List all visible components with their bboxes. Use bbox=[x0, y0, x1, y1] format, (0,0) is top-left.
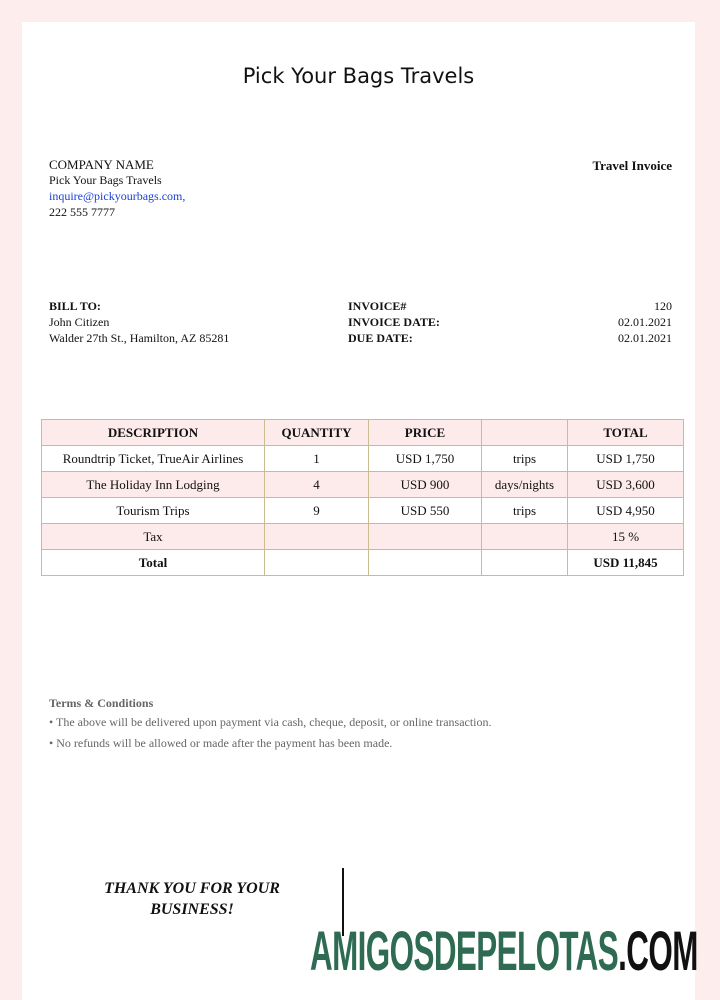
item-row: Tourism Trips 9 USD 550 trips USD 4,950 bbox=[41, 497, 684, 524]
cell: Tourism Trips bbox=[41, 497, 265, 524]
cell: days/nights bbox=[481, 471, 568, 498]
header-cell: DESCRIPTION bbox=[41, 419, 265, 446]
title: Pick Your Bags Travels bbox=[242, 64, 475, 88]
item-row: Tax 15 % bbox=[41, 523, 684, 550]
cell bbox=[264, 523, 369, 550]
divider bbox=[342, 868, 344, 936]
terms-title: Terms & Conditions bbox=[49, 696, 154, 710]
cell: USD 1,750 bbox=[567, 445, 684, 472]
watermark-name: AMIGOSDEPELOTAS bbox=[310, 919, 619, 982]
company-phone: 222 555 7777 bbox=[49, 205, 115, 219]
items-table: DESCRIPTION QUANTITY PRICE TOTAL Roundtrip T… bbox=[41, 419, 684, 576]
field-value: 120 bbox=[654, 299, 672, 313]
cell: Total bbox=[41, 549, 265, 576]
cell: trips bbox=[481, 445, 568, 472]
cell bbox=[264, 549, 369, 576]
cell: USD 550 bbox=[368, 497, 482, 524]
field-label: INVOICE# bbox=[348, 299, 407, 313]
doc-type: Travel Invoice bbox=[592, 158, 672, 173]
company-name: Pick Your Bags Travels bbox=[49, 173, 162, 187]
item-row: Total USD 11,845 bbox=[41, 549, 684, 576]
terms-item: • No refunds will be allowed or made aft… bbox=[49, 736, 393, 750]
field-label: DUE DATE: bbox=[348, 331, 413, 345]
field-label: INVOICE DATE: bbox=[348, 315, 440, 329]
thank-you: THANK YOU FOR YOUR BUSINESS! bbox=[104, 880, 280, 918]
cell: USD 900 bbox=[368, 471, 482, 498]
cell bbox=[481, 549, 568, 576]
watermark: AMIGOSDEPELOTAS.COM bbox=[310, 918, 698, 983]
cell: 1 bbox=[264, 445, 369, 472]
watermark-tld: .COM bbox=[618, 919, 698, 982]
item-row: The Holiday Inn Lodging 4 USD 900 days/nigh… bbox=[41, 471, 684, 498]
company-email: inquire@pickyourbags.com, bbox=[49, 189, 186, 203]
cell bbox=[368, 549, 482, 576]
cell: USD 3,600 bbox=[567, 471, 684, 498]
cell: Roundtrip Ticket, TrueAir Airlines bbox=[41, 445, 265, 472]
cell: USD 1,750 bbox=[368, 445, 482, 472]
company-label: COMPANY NAME bbox=[49, 157, 154, 172]
terms-item: • The above will be delivered upon payme… bbox=[49, 715, 492, 729]
header-cell: PRICE bbox=[368, 419, 482, 446]
invoice-page: Pick Your Bags Travels COMPANY NAME Pick… bbox=[22, 22, 698, 1000]
bill-to-name: John Citizen bbox=[49, 315, 110, 329]
cell bbox=[481, 523, 568, 550]
cell: USD 4,950 bbox=[567, 497, 684, 524]
cell: 4 bbox=[264, 471, 369, 498]
field-value: 02.01.2021 bbox=[618, 331, 672, 345]
cell: trips bbox=[481, 497, 568, 524]
header-cell: QUANTITY bbox=[264, 419, 369, 446]
cell bbox=[368, 523, 482, 550]
cell: USD 11,845 bbox=[567, 549, 684, 576]
cell: 15 % bbox=[567, 523, 684, 550]
cell: Tax bbox=[41, 523, 265, 550]
bill-to-address: Walder 27th St., Hamilton, AZ 85281 bbox=[49, 331, 230, 345]
bill-to-label: BILL TO: bbox=[49, 299, 101, 313]
field-value: 02.01.2021 bbox=[618, 315, 672, 329]
cell: The Holiday Inn Lodging bbox=[41, 471, 265, 498]
header-row: DESCRIPTION QUANTITY PRICE TOTAL bbox=[41, 419, 684, 446]
item-row: Roundtrip Ticket, TrueAir Airlines 1 USD 1… bbox=[41, 445, 684, 472]
cell: 9 bbox=[264, 497, 369, 524]
header-cell bbox=[481, 419, 568, 446]
header-cell: TOTAL bbox=[567, 419, 684, 446]
